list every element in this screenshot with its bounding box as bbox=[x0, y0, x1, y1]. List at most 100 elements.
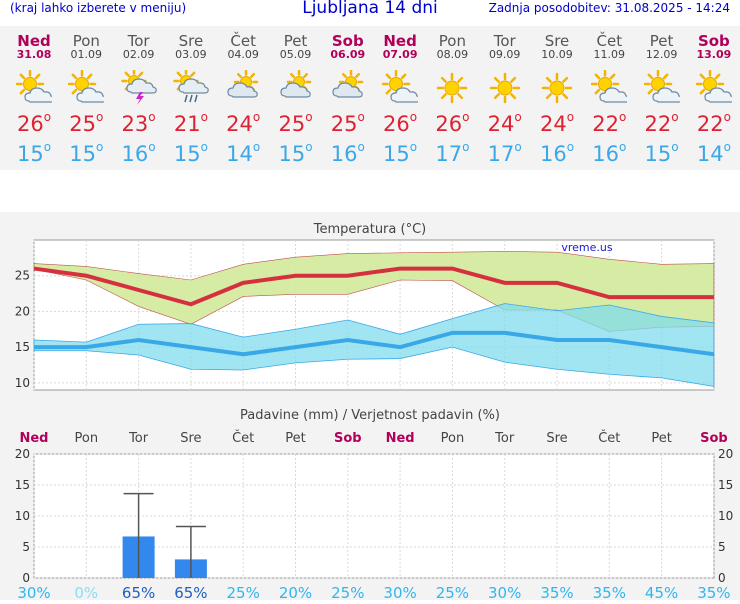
temp-max: 24o bbox=[217, 112, 269, 136]
precip-y-tick-left: 10 bbox=[15, 509, 30, 523]
precip-day-label: Čet bbox=[598, 430, 620, 446]
precip-day-label: Ned bbox=[19, 431, 48, 446]
precip-day-label: Pet bbox=[285, 431, 305, 446]
precip-day-label: Tor bbox=[128, 431, 149, 446]
precip-probability: 65% bbox=[122, 584, 155, 600]
temp-max: 22o bbox=[636, 112, 688, 136]
temp-max: 26o bbox=[374, 112, 426, 136]
precip-day-label: Pet bbox=[651, 431, 671, 446]
day-date: 11.09 bbox=[583, 48, 635, 61]
day-date: 10.09 bbox=[531, 48, 583, 61]
temp-min: 16o bbox=[322, 142, 374, 166]
precip-chart-title: Padavine (mm) / Verjetnost padavin (%) bbox=[240, 408, 500, 423]
precip-probability: 35% bbox=[593, 584, 626, 600]
precip-day-label: Ned bbox=[386, 431, 415, 446]
temp-chart-title: Temperatura (°C) bbox=[313, 222, 426, 237]
precip-y-tick-right: 20 bbox=[718, 447, 733, 461]
precip-probability: 65% bbox=[174, 584, 207, 600]
temp-min: 17o bbox=[426, 142, 478, 166]
day-date: 01.09 bbox=[60, 48, 112, 61]
temp-min: 15o bbox=[636, 142, 688, 166]
precip-y-tick-left: 20 bbox=[15, 447, 30, 461]
chart-watermark: vreme.us bbox=[561, 241, 613, 254]
temp-max: 23o bbox=[113, 112, 165, 136]
sunny-cloud-icon bbox=[591, 70, 627, 106]
temp-y-tick-label: 15 bbox=[15, 340, 30, 354]
temp-min: 16o bbox=[583, 142, 635, 166]
precip-day-label: Sob bbox=[700, 431, 728, 446]
precip-day-label: Čet bbox=[232, 430, 254, 446]
partly-cloudy-icon bbox=[330, 70, 366, 106]
precip-probability: 30% bbox=[17, 584, 50, 600]
temp-max: 25o bbox=[322, 112, 374, 136]
precip-day-label: Sob bbox=[334, 431, 362, 446]
charts-svg: Temperatura (°C) 10 15 20 25 vreme.us Padavine… bbox=[0, 212, 740, 600]
partly-cloudy-icon bbox=[225, 70, 261, 106]
precip-probability: 45% bbox=[645, 584, 678, 600]
precip-day-label: Pon bbox=[75, 431, 99, 446]
precip-probability: 30% bbox=[383, 584, 416, 600]
precip-probability: 25% bbox=[436, 584, 469, 600]
day-date: 09.09 bbox=[479, 48, 531, 61]
sunny-cloud-icon bbox=[644, 70, 680, 106]
day-date: 07.09 bbox=[374, 48, 426, 61]
partly-cloudy-icon bbox=[278, 70, 314, 106]
sun-icon bbox=[539, 70, 575, 106]
precip-y-tick-right: 15 bbox=[718, 478, 733, 492]
last-update: Zadnja posodobitev: 31.08.2025 - 14:24 bbox=[489, 1, 730, 15]
day-date: 02.09 bbox=[113, 48, 165, 61]
temp-max: 25o bbox=[270, 112, 322, 136]
temp-max: 24o bbox=[479, 112, 531, 136]
temp-max: 22o bbox=[688, 112, 740, 136]
precip-probability: 20% bbox=[279, 584, 312, 600]
day-date: 03.09 bbox=[165, 48, 217, 61]
day-date: 05.09 bbox=[270, 48, 322, 61]
temp-y-tick-label: 25 bbox=[15, 269, 30, 283]
thunderstorm-icon bbox=[121, 70, 157, 106]
precip-probability: 30% bbox=[488, 584, 521, 600]
temp-min: 15o bbox=[374, 142, 426, 166]
temp-min: 15o bbox=[270, 142, 322, 166]
temp-max: 22o bbox=[583, 112, 635, 136]
temp-min: 15o bbox=[60, 142, 112, 166]
precip-probability: 25% bbox=[227, 584, 260, 600]
precip-day-label: Sre bbox=[546, 431, 567, 446]
temp-min: 17o bbox=[479, 142, 531, 166]
sunny-cloud-icon bbox=[382, 70, 418, 106]
day-date: 12.09 bbox=[636, 48, 688, 61]
precip-day-label: Pon bbox=[441, 431, 465, 446]
precip-probability: 35% bbox=[540, 584, 573, 600]
temp-min: 16o bbox=[113, 142, 165, 166]
day-date: 13.09 bbox=[688, 48, 740, 61]
temp-min: 14o bbox=[217, 142, 269, 166]
precip-y-tick-left: 15 bbox=[15, 478, 30, 492]
temp-min: 15o bbox=[165, 142, 217, 166]
temp-max: 24o bbox=[531, 112, 583, 136]
precip-y-tick-right: 10 bbox=[718, 509, 733, 523]
temp-y-tick-label: 20 bbox=[15, 304, 30, 318]
precip-probability: 25% bbox=[331, 584, 364, 600]
temp-max: 21o bbox=[165, 112, 217, 136]
day-date: 08.09 bbox=[426, 48, 478, 61]
precip-day-label: Sre bbox=[180, 431, 201, 446]
sun-rain-icon bbox=[173, 70, 209, 106]
day-date: 06.09 bbox=[322, 48, 374, 61]
precip-y-tick-left: 5 bbox=[22, 540, 30, 554]
temp-max: 26o bbox=[8, 112, 60, 136]
precip-day-label: Tor bbox=[494, 431, 515, 446]
sunny-cloud-icon bbox=[696, 70, 732, 106]
precip-probability: 35% bbox=[697, 584, 730, 600]
day-date: 04.09 bbox=[217, 48, 269, 61]
